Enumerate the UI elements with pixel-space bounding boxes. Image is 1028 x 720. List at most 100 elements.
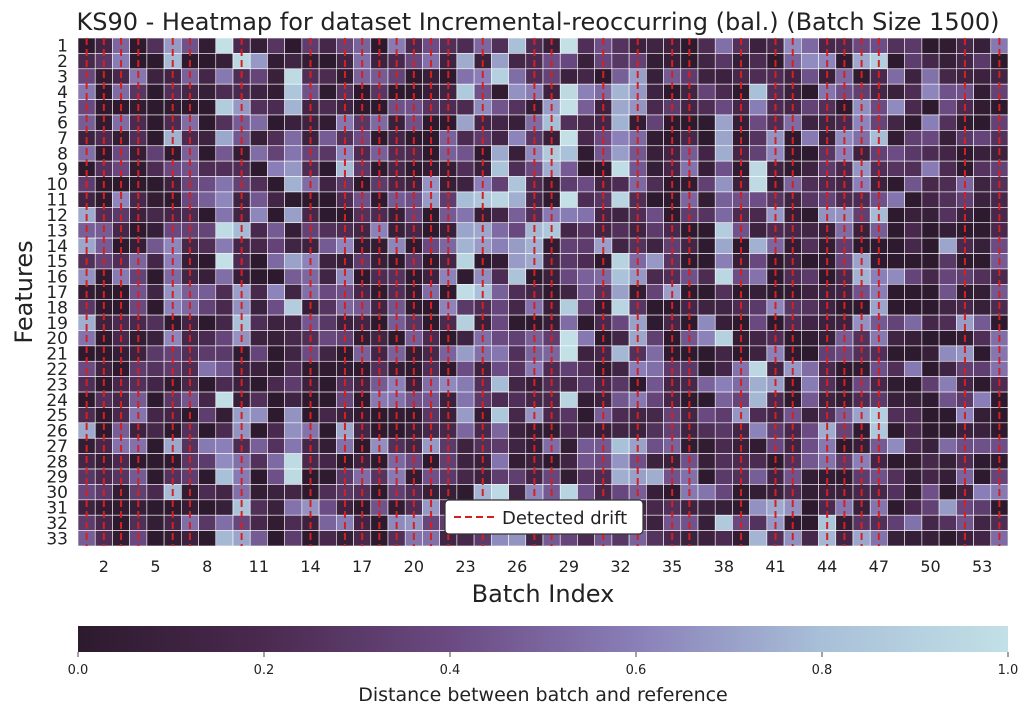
heatmap-cell [611, 299, 630, 316]
heatmap-cell [749, 530, 768, 547]
heatmap-cell [249, 237, 268, 254]
heatmap-cell [559, 283, 578, 300]
heatmap-cell [508, 283, 527, 300]
heatmap-cell [646, 391, 664, 408]
heatmap-cell [198, 99, 217, 116]
heatmap-cell [714, 83, 733, 100]
heatmap-cell [904, 191, 923, 208]
heatmap-cell [198, 314, 217, 331]
heatmap-cell [714, 37, 733, 54]
heatmap-cell [938, 299, 957, 316]
heatmap-cell [249, 345, 268, 362]
heatmap-cell [973, 191, 992, 208]
heatmap-cell [611, 253, 630, 270]
heatmap-cell [697, 130, 716, 147]
heatmap-cell [508, 160, 527, 177]
y-tick-label: 29 [46, 468, 68, 488]
heatmap-cell [611, 176, 630, 193]
heatmap-cell [714, 222, 733, 239]
heatmap-cell [921, 422, 940, 439]
legend-box [444, 499, 644, 535]
heatmap-cell [697, 484, 716, 501]
heatmap-cell [714, 176, 733, 193]
y-tick-label: 33 [46, 529, 68, 549]
heatmap-cell [887, 130, 905, 147]
heatmap-cell [508, 453, 527, 470]
heatmap-cell [697, 407, 716, 424]
heatmap-cell [267, 68, 285, 85]
heatmap-cell [491, 407, 509, 424]
heatmap-cell [215, 422, 234, 439]
heatmap-cell [646, 499, 664, 516]
heatmap-cell [318, 268, 337, 285]
heatmap-cell [577, 330, 595, 347]
heatmap-cell [577, 237, 595, 254]
heatmap-cell [577, 437, 595, 454]
heatmap-cell [249, 530, 268, 547]
heatmap-cell [801, 330, 819, 347]
heatmap-cell [697, 222, 716, 239]
heatmap-cell [714, 422, 733, 439]
heatmap-cell [215, 314, 234, 331]
heatmap-cell [921, 345, 940, 362]
heatmap-cell [646, 37, 664, 54]
heatmap-cell [559, 407, 578, 424]
heatmap-cell [697, 422, 716, 439]
heatmap-cell [318, 114, 337, 131]
heatmap-cell [284, 253, 303, 270]
heatmap-cell [801, 191, 819, 208]
x-tick-label: 8 [202, 557, 212, 576]
heatmap-cell [491, 37, 509, 54]
heatmap-cell [249, 191, 268, 208]
heatmap-cell [646, 345, 664, 362]
heatmap-cell [749, 299, 768, 316]
heatmap-cell [887, 499, 905, 516]
heatmap-cell [938, 130, 957, 147]
x-tick-label: 17 [352, 557, 372, 576]
heatmap-cell [887, 53, 905, 70]
heatmap-cell [697, 499, 716, 516]
heatmap-cell [921, 68, 940, 85]
heatmap-cell [646, 99, 664, 116]
x-tick-label: 14 [300, 557, 320, 576]
colorbar-tick-label: 0.0 [68, 663, 89, 678]
heatmap-cell [267, 330, 285, 347]
heatmap-cell [215, 360, 234, 377]
heatmap-cell [318, 499, 337, 516]
heatmap-cell [491, 68, 509, 85]
heatmap-cell [491, 99, 509, 116]
heatmap-cell [973, 283, 992, 300]
heatmap-cell [559, 145, 578, 162]
heatmap-cell [801, 99, 819, 116]
heatmap-cell [973, 114, 992, 131]
heatmap-cell [714, 268, 733, 285]
heatmap-cell [249, 360, 268, 377]
heatmap-cell [267, 376, 285, 393]
heatmap-cell [508, 237, 527, 254]
heatmap-cell [318, 283, 337, 300]
heatmap-cell [938, 360, 957, 377]
heatmap-cell [249, 130, 268, 147]
heatmap-cell [198, 130, 217, 147]
y-tick-label: 15 [46, 252, 68, 272]
heatmap-cell [198, 160, 217, 177]
heatmap-cell [146, 253, 165, 270]
heatmap-cell [491, 253, 509, 270]
heatmap-cell [267, 345, 285, 362]
heatmap-cell [611, 99, 630, 116]
heatmap-cell [456, 145, 475, 162]
colorbar-gradient [78, 626, 1008, 652]
heatmap-cell [973, 222, 992, 239]
heatmap-cell [749, 37, 768, 54]
heatmap-cell [904, 345, 923, 362]
heatmap-cell [559, 360, 578, 377]
heatmap-cell [267, 253, 285, 270]
heatmap-cell [611, 391, 630, 408]
x-tick-labels: 2 5 8 11 14 17 20 23 26 29 32 35 38 41 44 47 50 53 [99, 557, 993, 576]
heatmap-cell [491, 391, 509, 408]
heatmap-cell [146, 268, 165, 285]
heatmap-cell [938, 484, 957, 501]
heatmap-cell [318, 83, 337, 100]
heatmap-cell [284, 514, 303, 531]
y-tick-label: 10 [46, 175, 68, 195]
